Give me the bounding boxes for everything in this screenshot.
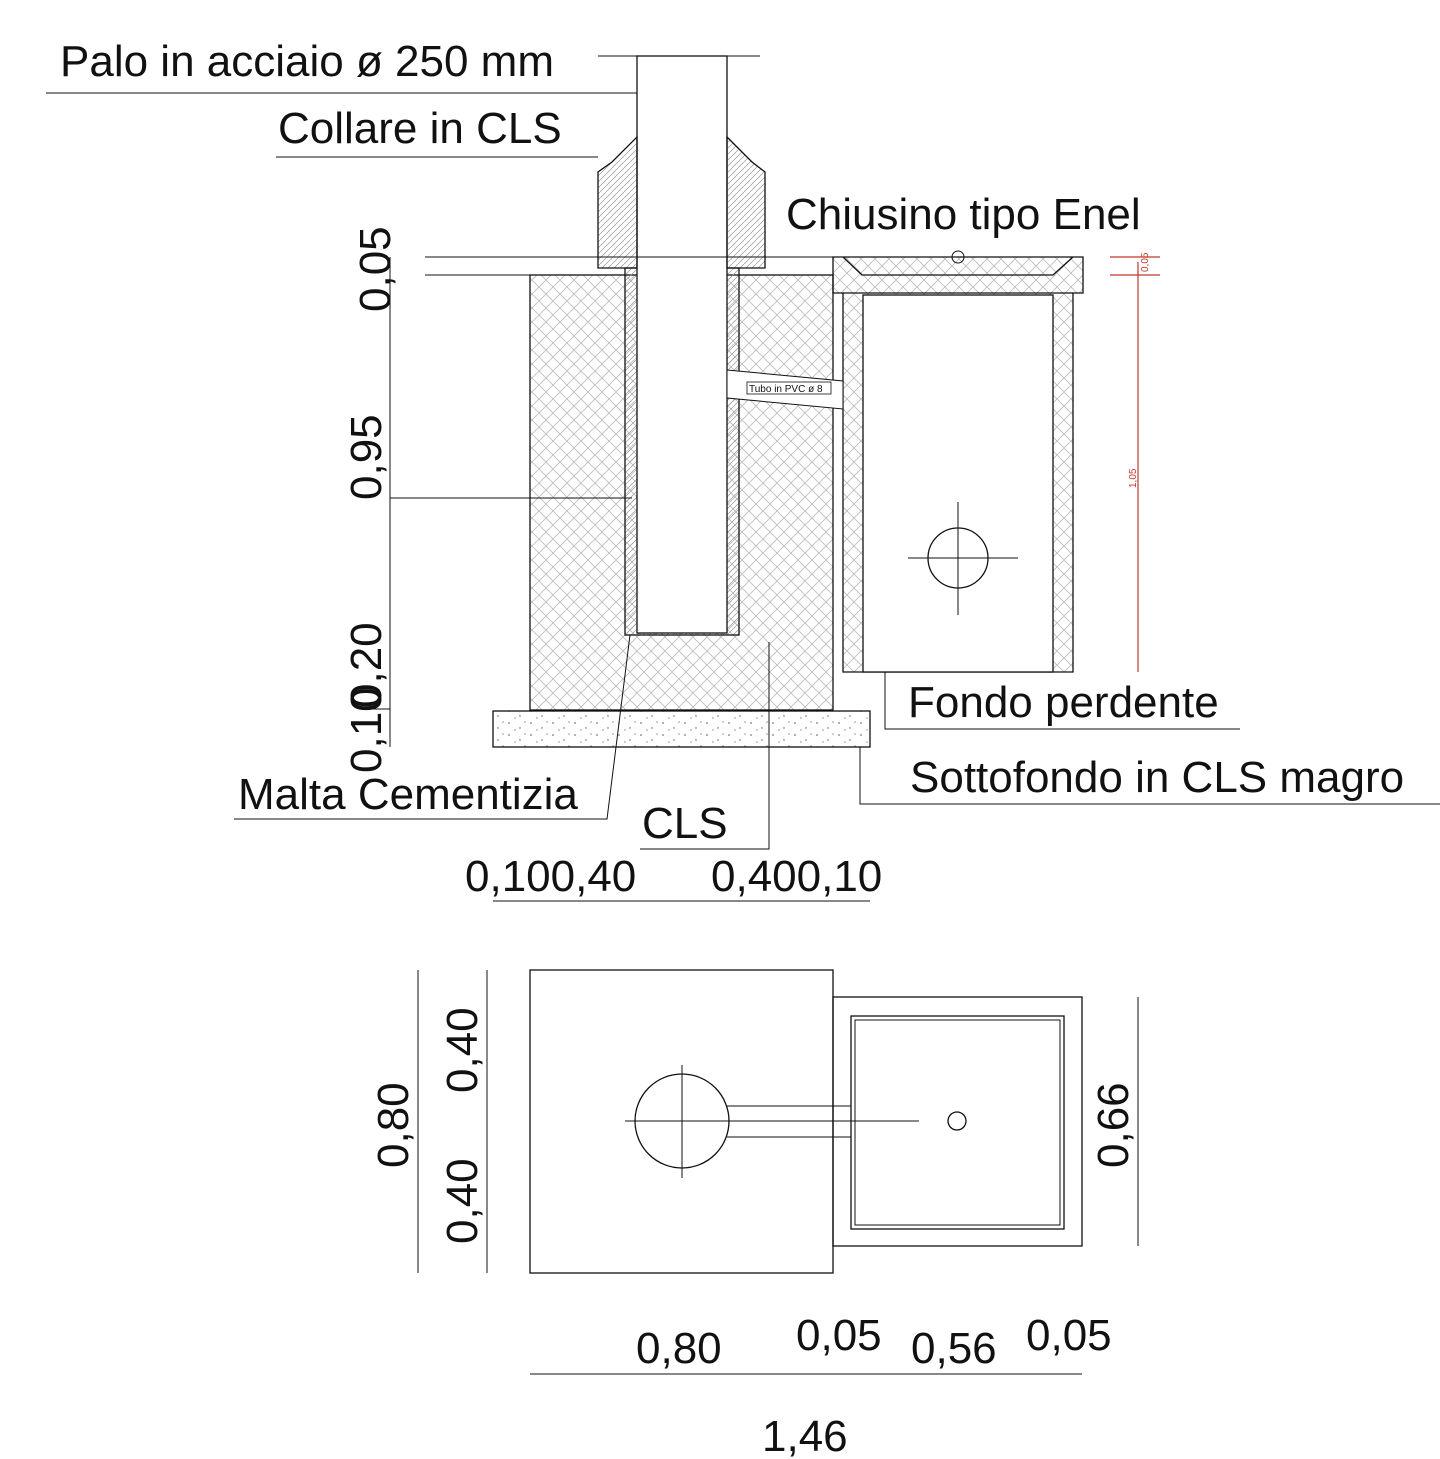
- tubo-label: Tubo in PVC ø 8: [749, 384, 823, 395]
- concrete-collar-right: [726, 135, 766, 269]
- collare-label: Collare in CLS: [278, 104, 562, 153]
- dim-bottom-left: 0,100,40: [465, 852, 636, 901]
- dim-red-005: 0,05: [1140, 252, 1151, 272]
- plan-view: 0,80 0,40 0,40 0,66 0,80 0,05 0,56 0,05 …: [369, 969, 1139, 1459]
- plan-dim-066: 0,66: [1089, 1082, 1138, 1168]
- plan-dim-040-bot: 0,40: [438, 1158, 487, 1244]
- dim-095: 0,95: [342, 414, 391, 500]
- plan-dim-146: 1,46: [762, 1412, 848, 1459]
- sottofondo-slab: [492, 710, 871, 748]
- dim-bottom-right: 0,400,10: [711, 852, 882, 901]
- section-view: Tubo in PVC ø 8 Palo in acciaio ø 250 mm: [46, 37, 1440, 902]
- dim-020: 0,20: [342, 622, 391, 708]
- malta-label: Malta Cementizia: [238, 770, 578, 819]
- plan-dim-080-h: 0,80: [636, 1324, 722, 1373]
- plan-manhole-inner: [850, 1015, 1065, 1230]
- chiusino-label: Chiusino tipo Enel: [786, 190, 1141, 239]
- fondo-label: Fondo perdente: [908, 678, 1219, 727]
- plan-dim-005-b: 0,05: [1026, 1311, 1112, 1360]
- plan-dim-056: 0,56: [911, 1324, 997, 1373]
- concrete-collar-left: [597, 135, 638, 269]
- plan-drain-hole: [947, 1111, 967, 1131]
- pvc-pipe: Tubo in PVC ø 8: [726, 369, 844, 410]
- steel-pole: [636, 55, 728, 634]
- dim-010: 0,10: [342, 687, 391, 773]
- palo-label: Palo in acciaio ø 250 mm: [60, 37, 554, 86]
- section-hole-symbol: [908, 502, 1018, 615]
- dim-005: 0,05: [351, 226, 400, 312]
- cls-label: CLS: [642, 799, 728, 848]
- sottofondo-label: Sottofondo in CLS magro: [910, 753, 1404, 802]
- plan-dim-040-top: 0,40: [438, 1007, 487, 1093]
- plan-dim-005-a: 0,05: [796, 1311, 882, 1360]
- plan-dim-080-v: 0,80: [369, 1082, 418, 1168]
- dim-red-105: 1,05: [1128, 468, 1139, 488]
